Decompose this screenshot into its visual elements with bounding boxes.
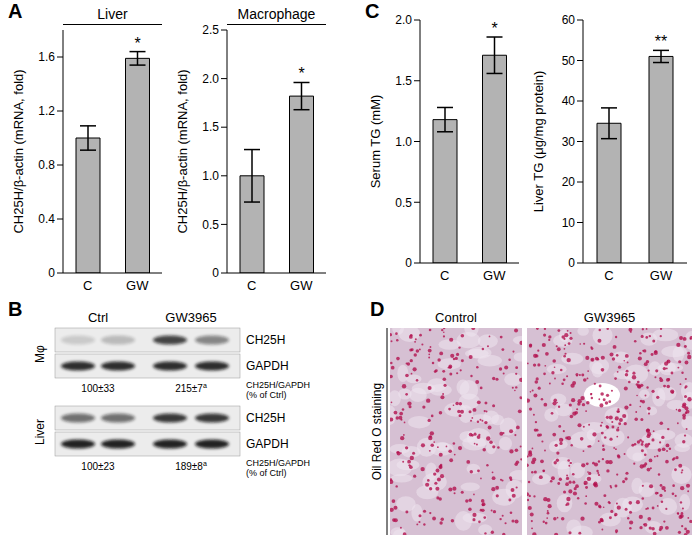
svg-text:0.5: 0.5	[202, 218, 219, 232]
svg-text:C: C	[83, 278, 92, 293]
svg-text:100±23: 100±23	[81, 461, 115, 472]
svg-text:0: 0	[48, 266, 55, 280]
svg-text:30: 30	[562, 135, 576, 149]
svg-text:CH25H/GAPDH: CH25H/GAPDH	[246, 458, 310, 468]
svg-text:2.5: 2.5	[202, 23, 219, 37]
svg-text:0: 0	[212, 266, 219, 280]
svg-text:GW3965: GW3965	[584, 310, 635, 325]
svg-text:GW: GW	[126, 278, 149, 293]
svg-text:Oil Red O staining: Oil Red O staining	[370, 383, 384, 480]
svg-text:1.6: 1.6	[38, 50, 55, 64]
svg-text:D: D	[370, 298, 384, 320]
svg-text:215±7a: 215±7a	[175, 382, 207, 394]
svg-text:GW: GW	[290, 278, 313, 293]
svg-text:0.8: 0.8	[38, 158, 55, 172]
svg-text:(% of Ctrl): (% of Ctrl)	[246, 468, 287, 478]
svg-text:*: *	[298, 65, 304, 82]
svg-text:*: *	[134, 35, 140, 52]
html-text:Macrophage: Macrophage	[237, 6, 316, 22]
svg-text:GW3965: GW3965	[165, 310, 216, 325]
svg-text:CH25H/GAPDH: CH25H/GAPDH	[246, 380, 310, 390]
svg-text:GW: GW	[650, 268, 673, 283]
svg-text:1.2: 1.2	[38, 104, 55, 118]
svg-text:Control: Control	[435, 310, 477, 325]
html-text:Liver: Liver	[97, 6, 128, 22]
svg-text:Serum TG (mM): Serum TG (mM)	[368, 95, 383, 189]
svg-text:Mφ: Mφ	[33, 345, 47, 363]
svg-text:189±8a: 189±8a	[175, 460, 207, 472]
html-text:A: A	[8, 0, 23, 22]
svg-text:50: 50	[562, 54, 576, 68]
svg-text:40: 40	[562, 94, 576, 108]
svg-text:C: C	[440, 268, 449, 283]
svg-text:1.5: 1.5	[202, 120, 219, 134]
svg-text:2.0: 2.0	[202, 72, 219, 86]
svg-text:CH25H: CH25H	[246, 411, 285, 425]
svg-text:Liver: Liver	[33, 419, 47, 445]
svg-text:B: B	[8, 298, 22, 320]
svg-text:GAPDH: GAPDH	[246, 359, 289, 373]
svg-text:C: C	[247, 278, 256, 293]
svg-text:10: 10	[562, 216, 576, 230]
svg-text:20: 20	[562, 175, 576, 189]
svg-text:GW: GW	[483, 268, 506, 283]
html-text:C: C	[365, 0, 380, 22]
svg-text:0.5: 0.5	[395, 196, 412, 210]
svg-text:1.5: 1.5	[395, 74, 412, 88]
svg-text:Ctrl: Ctrl	[88, 310, 108, 325]
svg-text:Liver TG (μg/mg protein): Liver TG (μg/mg protein)	[531, 71, 546, 213]
svg-text:0: 0	[405, 256, 412, 270]
svg-text:CH25H: CH25H	[246, 333, 285, 347]
svg-text:2.0: 2.0	[395, 13, 412, 27]
svg-text:*: *	[491, 20, 497, 37]
svg-text:1.0: 1.0	[202, 169, 219, 183]
svg-text:1.0: 1.0	[395, 135, 412, 149]
svg-text:0: 0	[568, 256, 575, 270]
svg-text:CH25H/β-actin (mRNA, fold): CH25H/β-actin (mRNA, fold)	[11, 69, 26, 233]
svg-text:60: 60	[562, 13, 576, 27]
svg-text:(% of Ctrl): (% of Ctrl)	[246, 390, 287, 400]
svg-text:GAPDH: GAPDH	[246, 437, 289, 451]
svg-text:100±33: 100±33	[81, 383, 115, 394]
svg-text:**: **	[655, 33, 667, 50]
svg-text:CH25H/β-actin (mRNA, fold): CH25H/β-actin (mRNA, fold)	[175, 69, 190, 233]
svg-text:0.4: 0.4	[38, 212, 55, 226]
svg-text:C: C	[604, 268, 613, 283]
